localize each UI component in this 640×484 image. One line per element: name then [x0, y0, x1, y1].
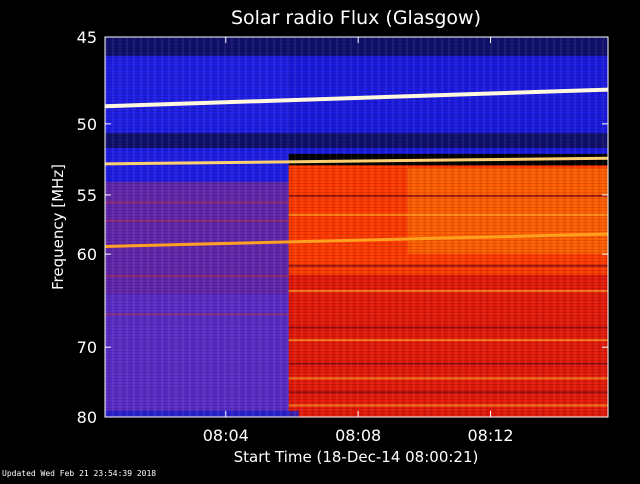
emission-line	[105, 232, 608, 248]
x-tick-label: 08:04	[203, 426, 249, 445]
emission-line	[105, 87, 608, 109]
y-tick-label: 45	[77, 28, 97, 47]
x-tick-label: 08:12	[467, 426, 513, 445]
y-axis-label: Frequency [MHz]	[49, 164, 67, 290]
y-tick-label: 55	[77, 186, 97, 205]
chart-title: Solar radio Flux (Glasgow)	[231, 7, 481, 29]
y-axis: 45 50 55 60 70 80	[77, 28, 608, 427]
y-tick-label: 80	[77, 408, 97, 427]
x-axis-label: Start Time (18-Dec-14 08:00:21)	[234, 448, 479, 466]
y-tick-label: 70	[77, 338, 97, 357]
plot-frame	[104, 36, 609, 418]
y-tick-label: 50	[77, 115, 97, 134]
texture-horizontal	[105, 37, 608, 417]
updated-timestamp: Updated Wed Feb 21 23:54:39 2018	[2, 469, 157, 478]
x-axis: 08:04 08:08 08:12	[203, 37, 514, 445]
emission-line	[105, 156, 608, 166]
x-tick-label: 08:08	[335, 426, 381, 445]
y-tick-label: 60	[77, 245, 97, 264]
plot-area	[105, 37, 608, 417]
